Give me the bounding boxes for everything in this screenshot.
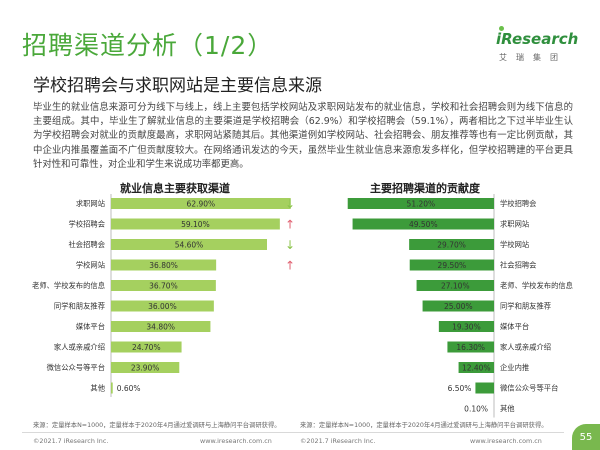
left-bar xyxy=(111,321,211,332)
right-category-label: 老师、学校发布的信息 xyxy=(500,281,573,290)
left-value-label: 36.80% xyxy=(149,261,178,270)
right-chart-title: 主要招聘渠道的贡献度 xyxy=(370,182,480,195)
right-category-label: 求职网站 xyxy=(500,220,529,229)
left-chart-title: 就业信息主要获取渠道 xyxy=(120,182,230,195)
rank-down-arrow-icon: ↓ xyxy=(285,238,295,252)
right-bar xyxy=(416,280,494,291)
summary-paragraph: 毕业生的就业信息来源可分为线下与线上，线上主要包括学校网站及求职网站发布的就业信… xyxy=(33,102,573,170)
right-value-label: 12.40% xyxy=(462,364,491,373)
left-value-label: 62.90% xyxy=(187,200,216,209)
left-category-label: 学校招聘会 xyxy=(69,220,106,229)
left-bar xyxy=(111,362,180,373)
left-category-label: 媒体平台 xyxy=(76,322,105,331)
left-value-label: 54.60% xyxy=(175,241,204,250)
left-category-label: 家人或亲戚介绍 xyxy=(54,343,105,352)
right-bar xyxy=(438,321,494,332)
right-category-label: 社会招聘会 xyxy=(500,261,537,270)
right-value-label: 6.50% xyxy=(448,384,472,393)
right-value-label: 49.50% xyxy=(409,220,438,229)
rank-up-arrow-icon: ↑ xyxy=(285,218,295,232)
right-category-label: 企业内推 xyxy=(500,363,529,372)
right-value-label: 27.10% xyxy=(441,282,470,291)
footer-right-copyright: ©2021.7 iResearch Inc. xyxy=(300,437,376,445)
right-bar xyxy=(458,362,494,373)
left-bar xyxy=(111,300,214,312)
left-value-label: 59.10% xyxy=(181,220,210,229)
right-category-label: 学校招聘会 xyxy=(500,199,537,208)
left-category-label: 社会招聘会 xyxy=(69,240,106,249)
left-bar xyxy=(111,239,267,250)
left-category-label: 同学和朋友推荐 xyxy=(54,302,105,311)
left-bar xyxy=(111,382,113,394)
footer-divider xyxy=(22,432,564,433)
left-category-label: 求职网站 xyxy=(76,199,105,208)
page-subtitle: 学校招聘会与求职网站是主要信息来源 xyxy=(33,76,322,96)
footer-right-url[interactable]: www.iresearch.com.cn xyxy=(470,437,542,445)
logo-text: iResearch xyxy=(496,30,579,48)
right-category-label: 微信公众号等平台 xyxy=(500,384,558,393)
left-value-label: 0.60% xyxy=(117,384,141,393)
page-title: 招聘渠道分析（1/2） xyxy=(22,31,274,60)
right-category-label: 学校网站 xyxy=(500,240,529,249)
right-bar xyxy=(409,239,494,250)
left-source-note: 来源：定量样本N=1000，定量样本于2020年4月通过爱调研与上海静问平台调研… xyxy=(33,422,281,429)
right-value-label: 29.70% xyxy=(437,241,466,250)
logo-subtext: 艾瑞集团 xyxy=(499,53,567,62)
left-bar xyxy=(111,218,280,230)
left-category-label: 老师、学校发布的信息 xyxy=(32,281,105,290)
right-bar xyxy=(447,341,494,353)
right-source-note: 来源：定量样本N=1000，定量样本于2020年4月通过爱调研与上海静问平台调研… xyxy=(300,422,548,429)
left-value-label: 36.00% xyxy=(148,302,177,311)
right-value-label: 0.10% xyxy=(464,405,488,414)
rank-up-arrow-icon: ↑ xyxy=(285,259,295,273)
right-value-label: 51.20% xyxy=(407,200,436,209)
right-value-label: 16.30% xyxy=(456,343,485,352)
right-category-label: 媒体平台 xyxy=(500,322,529,331)
left-bar xyxy=(111,259,217,271)
footer-left-copyright: ©2021.7 iResearch Inc. xyxy=(33,437,109,445)
footer-left-url[interactable]: www.iresearch.com.cn xyxy=(200,437,272,445)
right-bar xyxy=(347,198,494,209)
left-category-label: 其他 xyxy=(90,384,105,393)
right-value-label: 19.30% xyxy=(452,323,481,332)
left-category-label: 微信公众号等平台 xyxy=(47,363,105,372)
page-number-badge: 55 xyxy=(572,424,600,450)
right-value-label: 25.00% xyxy=(444,302,473,311)
iresearch-logo: iResearch 艾瑞集团 xyxy=(496,26,586,63)
left-value-label: 34.80% xyxy=(146,323,175,332)
right-bar xyxy=(422,300,494,312)
left-bar xyxy=(111,280,216,291)
right-bar xyxy=(475,382,494,394)
left-category-label: 学校网站 xyxy=(76,261,105,270)
right-category-label: 家人或亲戚介绍 xyxy=(500,343,551,352)
left-value-label: 36.70% xyxy=(149,282,178,291)
right-category-label: 其他 xyxy=(500,404,515,413)
left-value-label: 24.70% xyxy=(132,343,161,352)
right-bar xyxy=(352,218,494,230)
right-bar xyxy=(409,259,494,271)
right-value-label: 29.50% xyxy=(438,261,467,270)
left-bar xyxy=(111,341,182,353)
left-value-label: 23.90% xyxy=(131,364,160,373)
left-bar xyxy=(111,198,291,209)
logo-dot-icon xyxy=(499,26,504,31)
right-category-label: 同学和朋友推荐 xyxy=(500,302,551,311)
rank-down-arrow-icon: ↓ xyxy=(285,197,295,211)
